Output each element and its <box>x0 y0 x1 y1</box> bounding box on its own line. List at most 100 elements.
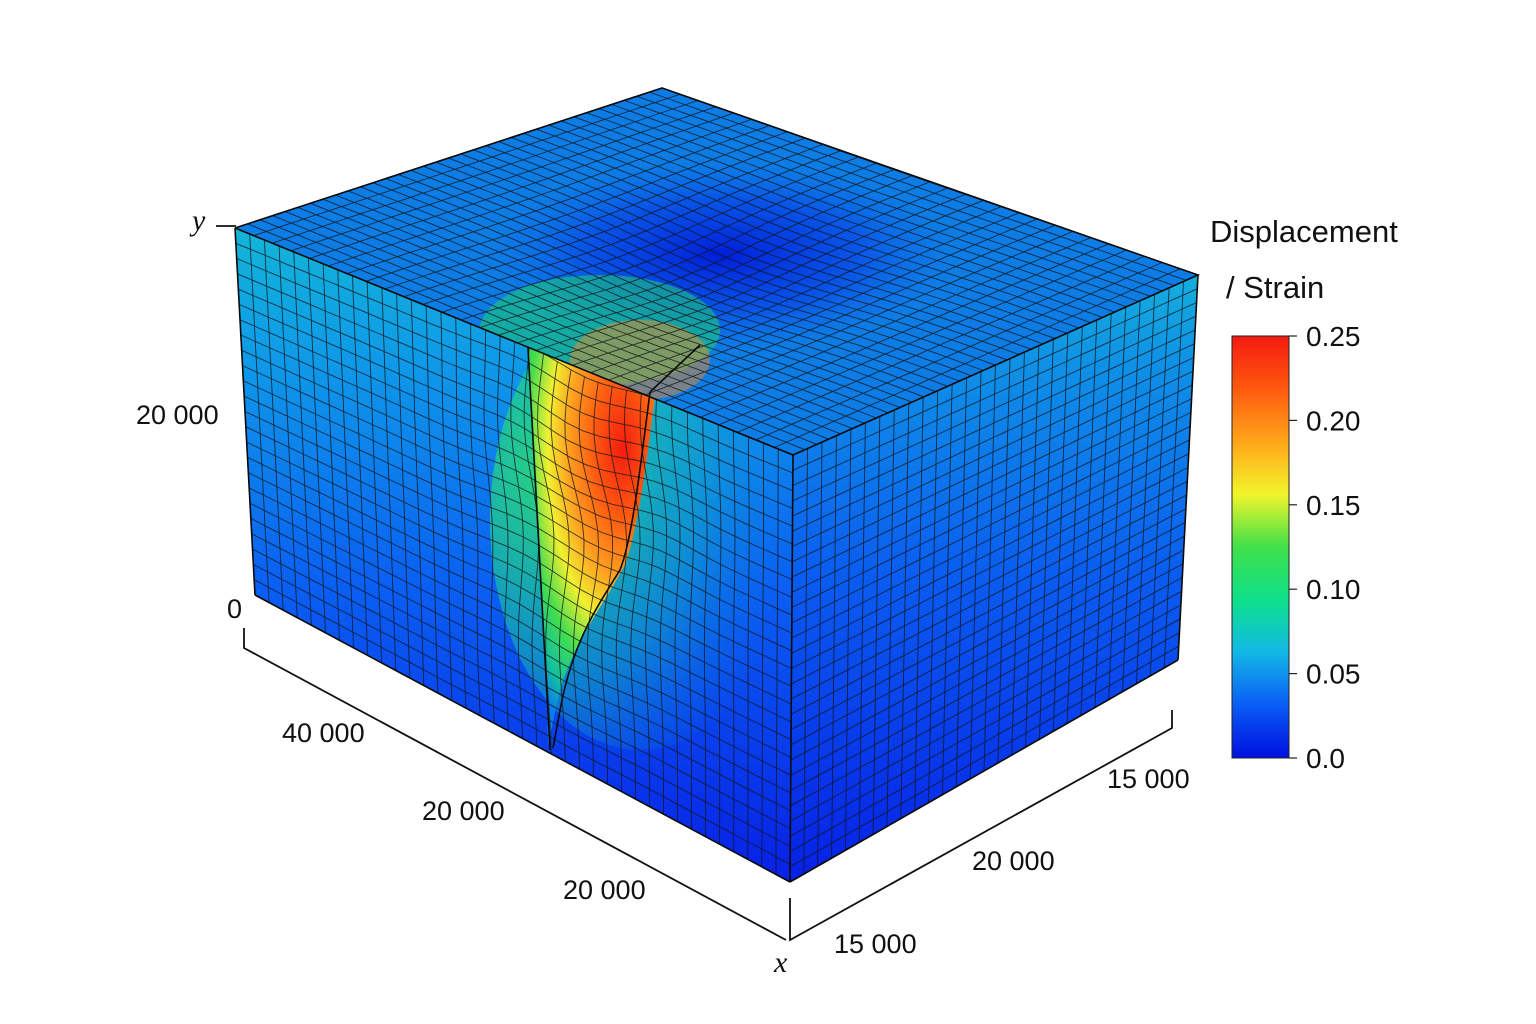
mesh-line <box>589 206 1002 374</box>
mesh-line <box>403 144 823 298</box>
mesh-line <box>243 380 792 634</box>
mesh-line <box>272 100 698 244</box>
mesh-line <box>248 472 792 741</box>
mesh-line <box>791 453 1189 654</box>
mesh-line <box>792 302 1197 486</box>
mesh-line <box>237 273 793 509</box>
mesh-line <box>792 357 1194 547</box>
mesh-line <box>235 242 793 474</box>
mesh-line <box>478 169 894 329</box>
block-3d <box>234 87 1201 883</box>
right-face <box>790 275 1198 882</box>
mesh-line <box>290 106 716 252</box>
mesh-line <box>791 412 1192 608</box>
mesh-line <box>247 456 792 723</box>
mesh-line <box>792 315 1197 502</box>
mesh-line <box>790 535 1185 746</box>
left-tick-label: 20 000 <box>422 796 505 826</box>
mesh-line <box>790 632 1180 852</box>
colorbar-tick-label: 0.10 <box>1306 574 1361 605</box>
crack-line <box>649 344 701 393</box>
mesh-line <box>790 563 1184 776</box>
mesh-line <box>239 304 793 545</box>
colorbar-title-line2: / Strain <box>1226 270 1324 305</box>
colorbar-bar <box>1231 335 1290 759</box>
left-tick-label: 20 000 <box>563 875 646 905</box>
mesh-line <box>718 249 1127 426</box>
mesh-line <box>250 518 791 794</box>
mesh-line <box>681 237 1091 411</box>
right-tick-label: 20 000 <box>972 846 1055 876</box>
crack-line <box>527 347 551 751</box>
mesh-line <box>644 224 1055 396</box>
colorbar-tick-label: 0.25 <box>1306 321 1361 352</box>
mesh-line <box>792 288 1198 471</box>
colorbar-title-line1: Displacement <box>1210 214 1398 249</box>
mesh-line <box>791 425 1191 624</box>
mesh-line <box>791 384 1193 578</box>
right-tick-label: 15 000 <box>1107 764 1190 794</box>
mesh-line <box>249 502 792 776</box>
mesh-line <box>242 365 793 616</box>
axes: y 20 000 0 40 000 20 000 20 000 x 15 000… <box>136 204 1190 979</box>
mesh-line <box>774 268 1181 448</box>
mesh-line <box>790 522 1186 730</box>
colorbar-tick-label: 0.0 <box>1306 743 1345 774</box>
mesh-line <box>790 549 1184 761</box>
mesh-line <box>245 426 792 687</box>
mesh-line <box>249 487 792 758</box>
mesh-line <box>253 564 791 847</box>
mesh-line <box>240 334 793 581</box>
strain-slot <box>528 333 700 745</box>
colorbar-ticks: 0.25 0.20 0.15 0.10 0.05 0.0 <box>1289 321 1361 774</box>
colorbar-tick-label: 0.15 <box>1306 490 1361 521</box>
left-tick-label: 40 000 <box>282 718 365 748</box>
mesh-line <box>328 118 752 267</box>
x-axis-name: x <box>773 946 788 979</box>
mesh-line <box>251 533 791 812</box>
mesh-line <box>238 288 793 527</box>
right-tick-label: 15 000 <box>834 929 917 959</box>
mesh-line <box>459 162 876 321</box>
right-floor-axis <box>789 710 1173 942</box>
mesh-line <box>699 243 1109 418</box>
mesh-line <box>252 548 791 830</box>
mesh-line <box>662 231 1073 404</box>
mesh-line <box>792 370 1194 563</box>
mesh-line <box>791 398 1192 593</box>
mesh-line <box>253 579 791 865</box>
mesh-line <box>737 255 1145 433</box>
mesh-line <box>441 156 859 313</box>
mesh-line <box>570 200 984 367</box>
mesh-line <box>422 150 841 306</box>
mesh-line <box>790 508 1187 715</box>
mesh-line <box>791 494 1187 700</box>
mesh-line <box>244 411 792 669</box>
mesh-line <box>534 187 948 352</box>
mesh-line <box>790 618 1181 837</box>
y-tick-label: 0 <box>227 594 242 624</box>
mesh-line <box>790 645 1179 868</box>
y-tick-label: 20 000 <box>136 400 219 430</box>
mesh-line <box>791 467 1189 669</box>
mesh-line <box>790 604 1182 822</box>
mesh-line <box>246 441 792 705</box>
mesh-line <box>607 212 1019 381</box>
colorbar-tick-label: 0.20 <box>1306 405 1361 436</box>
colorbar-tick-label: 0.05 <box>1306 659 1361 690</box>
mesh-line <box>365 131 788 282</box>
y-axis-name: y <box>189 204 206 237</box>
mesh-line <box>515 181 930 344</box>
crack-line <box>552 391 651 749</box>
mesh-line <box>755 262 1163 441</box>
mesh-line <box>625 218 1037 389</box>
mesh-line <box>241 349 793 598</box>
mesh-line <box>253 93 681 237</box>
mesh-line <box>244 395 792 652</box>
mesh-line <box>791 439 1190 639</box>
mesh-line <box>552 194 966 359</box>
mesh-line <box>790 590 1182 807</box>
mesh-line <box>792 343 1195 532</box>
mesh-line <box>792 329 1196 517</box>
